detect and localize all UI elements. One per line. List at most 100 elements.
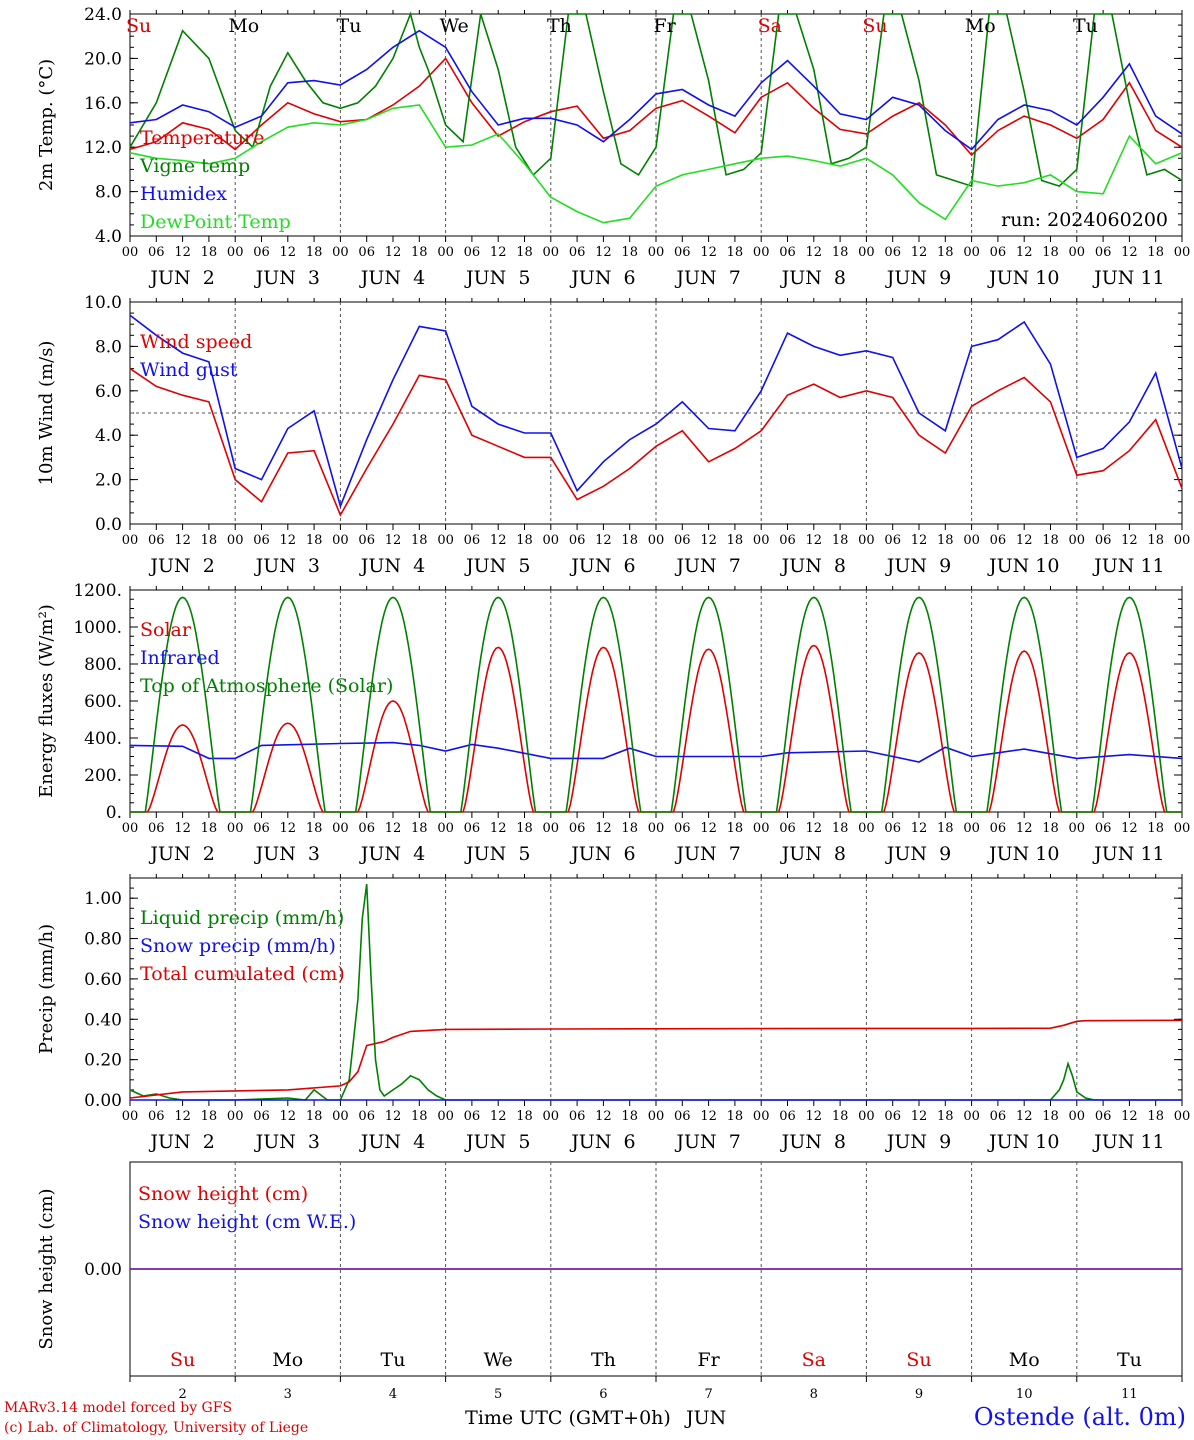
- day-label: JUN 4: [359, 267, 425, 289]
- hour-tick-label: 12: [806, 821, 823, 836]
- day-label: JUN 8: [780, 555, 846, 577]
- day-label: JUN 4: [359, 843, 425, 865]
- y-tick-label: 1200.: [73, 581, 122, 601]
- y-tick-label: 0.40: [84, 1010, 122, 1030]
- hour-tick-label: 00: [858, 245, 875, 260]
- y-tick-label: 200.: [84, 766, 122, 786]
- hour-tick-label: 00: [122, 533, 139, 548]
- legend-entry: Total cumulated (cm): [140, 963, 345, 985]
- hour-tick-label: 18: [621, 821, 638, 836]
- day-label: JUN 10: [987, 555, 1059, 577]
- weekday-label: We: [440, 15, 469, 37]
- weekday-label: Tu: [337, 15, 362, 37]
- hour-tick-label: 12: [385, 821, 402, 836]
- hour-tick-label: 06: [674, 821, 691, 836]
- y-tick-label: 400.: [84, 729, 122, 749]
- hour-tick-label: 00: [753, 245, 770, 260]
- hour-tick-label: 18: [411, 245, 428, 260]
- hour-tick-label: 00: [122, 245, 139, 260]
- day-number-label: 2: [178, 1387, 186, 1402]
- legend-entry: Vigne temp: [139, 155, 250, 177]
- day-number-label: 6: [599, 1387, 607, 1402]
- day-number-label: 3: [284, 1387, 292, 1402]
- y-tick-label: 8.0: [95, 183, 122, 203]
- hour-tick-label: 06: [1095, 245, 1112, 260]
- day-label: JUN 6: [569, 555, 635, 577]
- hour-tick-label: 12: [700, 533, 717, 548]
- hour-tick-label: 06: [990, 1109, 1007, 1124]
- hour-tick-label: 00: [543, 533, 560, 548]
- y-axis-label: Snow height (cm): [36, 1188, 57, 1349]
- hour-tick-label: 06: [358, 821, 375, 836]
- day-label: JUN 3: [254, 843, 320, 865]
- hour-tick-label: 18: [201, 245, 218, 260]
- hour-tick-label: 12: [1016, 821, 1033, 836]
- hour-tick-label: 06: [253, 533, 270, 548]
- hour-tick-label: 12: [911, 821, 928, 836]
- legend-entry: Liquid precip (mm/h): [140, 907, 344, 929]
- hour-tick-label: 18: [1042, 1109, 1059, 1124]
- hour-tick-label: 12: [280, 533, 297, 548]
- y-tick-label: 10.0: [84, 293, 122, 313]
- hour-tick-label: 00: [648, 821, 665, 836]
- hour-tick-label: 06: [569, 533, 586, 548]
- hour-tick-label: 06: [253, 821, 270, 836]
- legend-entry: Snow height (cm W.E.): [138, 1211, 356, 1233]
- hour-tick-label: 18: [411, 821, 428, 836]
- hour-tick-label: 12: [280, 245, 297, 260]
- hour-tick-label: 12: [595, 245, 612, 260]
- hour-tick-label: 06: [358, 533, 375, 548]
- hour-tick-label: 18: [1042, 245, 1059, 260]
- lab-credit-line: (c) Lab. of Climatology, University of L…: [4, 1420, 309, 1436]
- hour-tick-label: 12: [1016, 245, 1033, 260]
- day-label: JUN 7: [674, 555, 740, 577]
- series-line: [129, 104, 1183, 224]
- hour-tick-label: 00: [858, 533, 875, 548]
- legend-entry: DewPoint Temp: [140, 211, 291, 233]
- time-axis-label: Time UTC (GMT+0h): [465, 1407, 671, 1429]
- series-line: [130, 596, 1182, 813]
- hour-tick-label: 06: [779, 1109, 796, 1124]
- panel-3: [129, 586, 1183, 818]
- hour-tick-label: 00: [122, 1109, 139, 1124]
- hour-tick-label: 06: [884, 1109, 901, 1124]
- hour-tick-label: 12: [1121, 821, 1138, 836]
- y-tick-label: 1.00: [84, 889, 122, 909]
- hour-tick-label: 18: [1147, 1109, 1164, 1124]
- hour-tick-label: 00: [648, 533, 665, 548]
- hour-tick-label: 06: [1095, 821, 1112, 836]
- day-number-label: 7: [704, 1387, 712, 1402]
- hour-tick-label: 00: [858, 821, 875, 836]
- hour-tick-label: 18: [621, 1109, 638, 1124]
- hour-tick-label: 12: [1121, 1109, 1138, 1124]
- hour-tick-label: 00: [753, 821, 770, 836]
- hour-tick-label: 00: [1174, 245, 1191, 260]
- hour-tick-label: 06: [569, 1109, 586, 1124]
- hour-tick-label: 06: [464, 533, 481, 548]
- hour-tick-label: 00: [1069, 533, 1086, 548]
- hour-tick-label: 12: [1016, 1109, 1033, 1124]
- hour-tick-label: 06: [674, 1109, 691, 1124]
- day-label: JUN 9: [885, 555, 951, 577]
- hour-tick-label: 18: [832, 1109, 849, 1124]
- weekday-label: Sa: [758, 15, 782, 37]
- hour-tick-label: 12: [806, 1109, 823, 1124]
- hour-tick-label: 18: [1147, 821, 1164, 836]
- hour-tick-label: 00: [437, 245, 454, 260]
- hour-tick-label: 18: [306, 245, 323, 260]
- y-tick-label: 2.0: [95, 471, 122, 491]
- hour-tick-label: 12: [490, 821, 507, 836]
- day-label: JUN 2: [148, 1131, 214, 1153]
- hour-tick-label: 18: [937, 821, 954, 836]
- hour-tick-label: 06: [569, 821, 586, 836]
- hour-tick-label: 06: [884, 245, 901, 260]
- hour-tick-label: 12: [280, 821, 297, 836]
- hour-tick-label: 18: [516, 533, 533, 548]
- hour-tick-label: 06: [990, 533, 1007, 548]
- day-label: JUN 8: [780, 1131, 846, 1153]
- weekday-label: Su: [126, 15, 151, 37]
- weekday-label: Su: [862, 15, 887, 37]
- month-label: JUN: [684, 1407, 726, 1429]
- panel-4: [129, 874, 1183, 1106]
- day-label: JUN 10: [987, 843, 1059, 865]
